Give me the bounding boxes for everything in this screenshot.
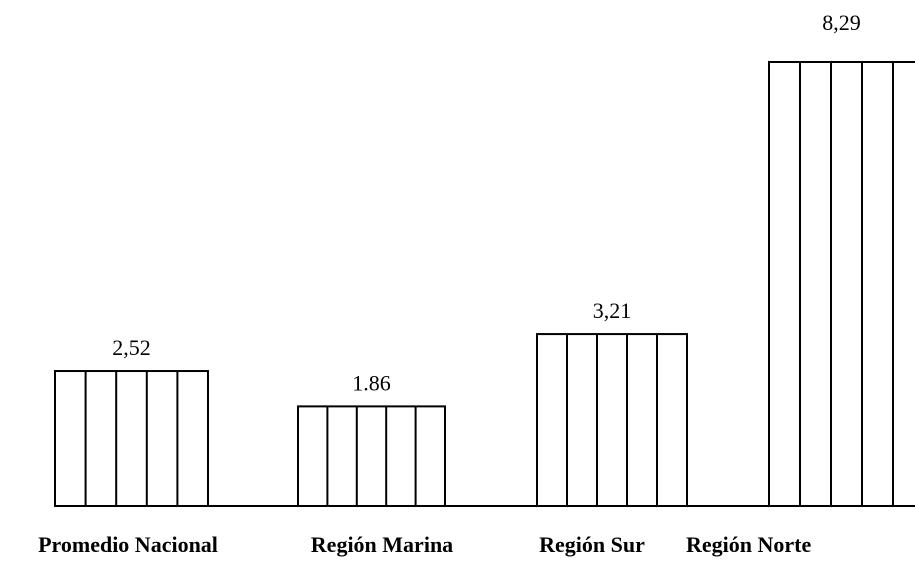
bars-group	[54, 61, 915, 508]
value-label: 1.86	[352, 370, 391, 395]
bar	[297, 405, 446, 508]
value-labels-group: 2,52 1.86 3,21 8,29	[112, 10, 861, 395]
bar	[768, 61, 915, 507]
bar-outline	[297, 405, 446, 508]
bar-outline	[768, 61, 915, 507]
bar	[54, 370, 209, 507]
value-label: 8,29	[822, 10, 861, 35]
category-labels-group: Promedio Nacional Región Marina Región Sur…	[38, 532, 811, 557]
value-label: 3,21	[593, 298, 632, 323]
category-label: Región Norte	[686, 532, 811, 557]
category-label: Región Sur	[539, 532, 645, 557]
bar-outline	[536, 333, 688, 508]
category-label: Región Marina	[311, 532, 453, 557]
bar	[536, 333, 688, 508]
category-label: Promedio Nacional	[38, 532, 218, 557]
bar-outline	[54, 370, 209, 507]
value-label: 2,52	[112, 335, 151, 360]
